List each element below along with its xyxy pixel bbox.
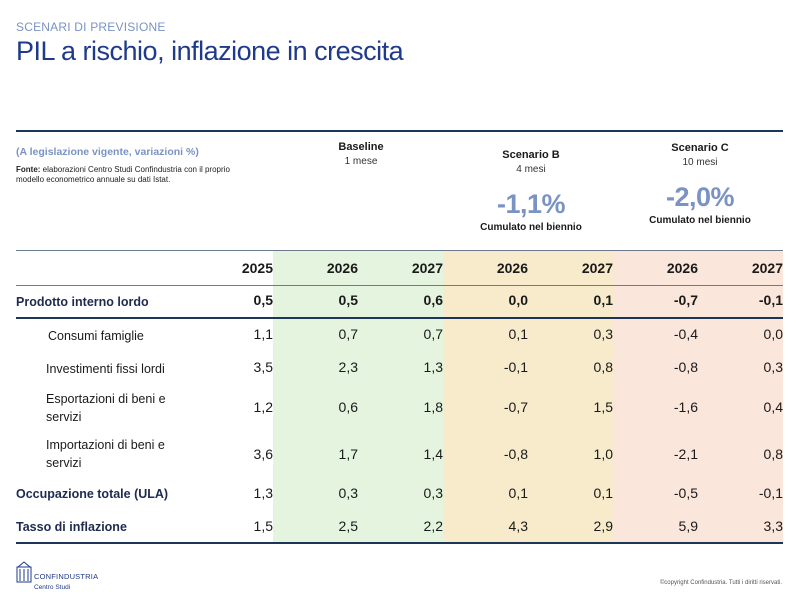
table-cell: -0,4 [673, 326, 698, 342]
confindustria-logo-icon [16, 561, 32, 583]
table-cell: 3,5 [253, 359, 273, 375]
legend-title: (A legislazione vigente, variazioni %) [16, 146, 199, 158]
header-rule [16, 250, 783, 251]
year-header: 2025 [241, 260, 273, 276]
table-cell: 5,9 [678, 518, 698, 534]
table-cell: 0,3 [593, 326, 613, 342]
scenario-b-band [443, 250, 613, 544]
table-cell: 0,6 [338, 399, 358, 415]
baseline-band [273, 250, 443, 544]
scenario-cumulative-label: Cumulato nel biennio [649, 215, 751, 226]
row-label-line: servizi [46, 456, 82, 470]
table-cell: 1,8 [423, 399, 443, 415]
table-cell: 1,5 [593, 399, 613, 415]
table-cell: -0,8 [673, 359, 698, 375]
scenario-name: Baseline [338, 141, 384, 153]
table-cell: 4,3 [508, 518, 528, 534]
scenario-duration: 4 mesi [516, 164, 546, 175]
year-header: 2027 [751, 260, 783, 276]
table-cell: 0,7 [338, 326, 358, 342]
table-cell: 0,3 [338, 485, 358, 501]
scenario-name: Scenario C [671, 142, 729, 154]
table-cell: 0,0 [508, 292, 528, 308]
scenario-c-band [613, 250, 783, 544]
year-header: 2026 [326, 260, 358, 276]
table-cell: 1,3 [253, 485, 273, 501]
row-label-line: Esportazioni di beni e [46, 392, 166, 406]
scenario-cumulative-value: -1,1% [496, 189, 566, 219]
table-cell: 0,1 [593, 485, 613, 501]
table-cell: 1,4 [423, 446, 443, 462]
table-bottom-rule [16, 542, 783, 544]
table-cell: 0,4 [763, 399, 783, 415]
table-cell: -0,7 [503, 399, 528, 415]
table-cell: 2,5 [338, 518, 358, 534]
table-cell: 2,9 [593, 518, 613, 534]
row-label-inflazione: Tasso di inflazione [16, 520, 127, 534]
row-label-importazioni: Importazioni di beni e servizi [46, 436, 165, 472]
table-cell: 0,5 [338, 292, 358, 308]
legend-source: Fonte: elaborazioni Centro Studi Confind… [16, 165, 246, 185]
scenario-name: Scenario B [502, 149, 560, 161]
source-text: elaborazioni Centro Studi Confindustria … [16, 165, 230, 184]
table-cell: 2,3 [338, 359, 358, 375]
row-label-line: servizi [46, 410, 82, 424]
table-cell: 1,1 [253, 326, 273, 342]
table-cell: 3,6 [253, 446, 273, 462]
table-cell: -0,7 [673, 292, 698, 308]
page-title: PIL a rischio, inflazione in crescita [16, 36, 404, 66]
table-cell: 0,5 [253, 292, 273, 308]
table-cell: 0,8 [763, 446, 783, 462]
table-cell: -0,8 [503, 446, 528, 462]
scenario-c-header: Scenario C 10 mesi -2,0% Cumulato nel bi… [615, 142, 785, 226]
table-cell: 0,6 [423, 292, 443, 308]
table-cell: 1,0 [593, 446, 613, 462]
table-top-rule [16, 130, 783, 132]
table-cell: 0,3 [763, 359, 783, 375]
scenario-duration: 10 mesi [682, 157, 718, 168]
table-cell: -0,5 [673, 485, 698, 501]
years-rule [16, 285, 783, 286]
table-cell: 1,7 [338, 446, 358, 462]
row-label-pil: Prodotto interno lordo [16, 295, 149, 309]
scenario-baseline-header: Baseline 1 mese [276, 141, 446, 167]
pil-rule [16, 317, 783, 319]
table-cell: 1,5 [253, 518, 273, 534]
scenario-cumulative-label: Cumulato nel biennio [480, 222, 582, 233]
table-cell: 1,2 [253, 399, 273, 415]
table-cell: -0,1 [758, 292, 783, 308]
page-kicker: SCENARI DI PREVISIONE [16, 20, 166, 34]
table-cell: 1,3 [423, 359, 443, 375]
logo-subtitle: Centro Studi [34, 584, 71, 591]
table-cell: -0,1 [503, 359, 528, 375]
row-label-investimenti: Investimenti fissi lordi [46, 362, 165, 376]
scenario-b-header: Scenario B 4 mesi -1,1% Cumulato nel bie… [446, 149, 616, 233]
table-cell: -1,6 [673, 399, 698, 415]
table-cell: 0,1 [508, 485, 528, 501]
row-label-esportazioni: Esportazioni di beni e servizi [46, 390, 166, 426]
row-label-line: Importazioni di beni e [46, 438, 165, 452]
table-cell: 0,8 [593, 359, 613, 375]
table-cell: 0,3 [423, 485, 443, 501]
table-cell: -0,1 [758, 485, 783, 501]
year-header: 2026 [496, 260, 528, 276]
row-label-occupazione: Occupazione totale (ULA) [16, 487, 169, 501]
table-cell: 0,1 [593, 292, 613, 308]
scenario-duration: 1 mese [344, 156, 378, 167]
table-cell: 2,2 [423, 518, 443, 534]
row-label-consumi: Consumi famiglie [48, 329, 144, 343]
year-header: 2027 [581, 260, 613, 276]
year-header: 2026 [666, 260, 698, 276]
table-cell: 0,1 [508, 326, 528, 342]
table-cell: 0,0 [763, 326, 783, 342]
year-header: 2027 [411, 260, 443, 276]
copyright-text: ©copyright Confindustria. Tutti i diritt… [659, 580, 782, 586]
source-label: Fonte: [16, 165, 41, 174]
scenario-cumulative-value: -2,0% [665, 182, 735, 212]
table-cell: 3,3 [763, 518, 783, 534]
table-cell: 0,7 [423, 326, 443, 342]
table-cell: -2,1 [673, 446, 698, 462]
logo-name: CONFINDUSTRIA [34, 572, 99, 581]
